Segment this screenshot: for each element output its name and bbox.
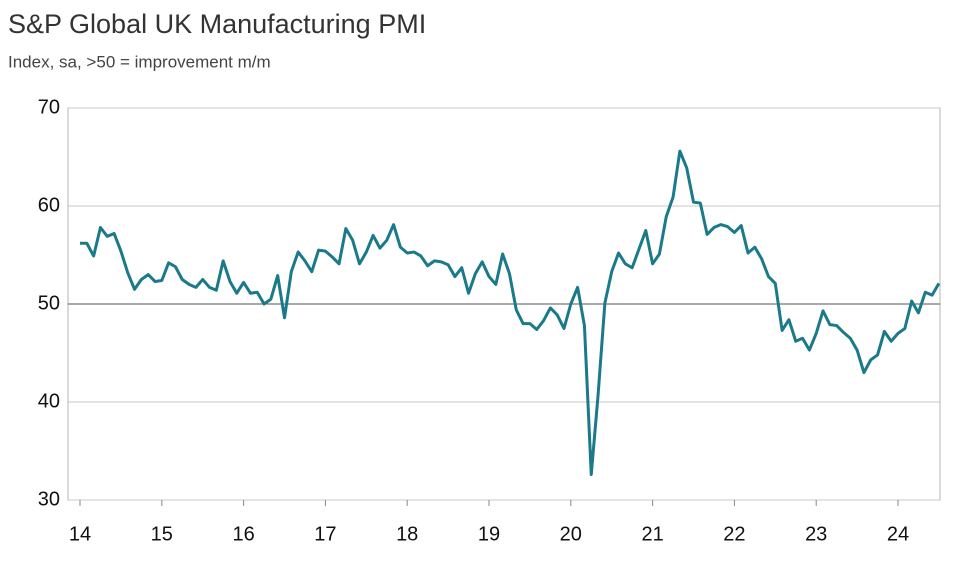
x-tick-label: 14: [69, 523, 91, 545]
y-tick-label: 70: [38, 96, 60, 118]
x-tick-label: 15: [151, 523, 173, 545]
y-tick-label: 40: [38, 390, 60, 412]
y-tick-label: 60: [38, 194, 60, 216]
y-tick-label: 50: [38, 292, 60, 314]
x-tick-label: 19: [478, 523, 500, 545]
x-tick-label: 21: [641, 523, 663, 545]
x-tick-label: 20: [560, 523, 582, 545]
x-tick-label: 18: [396, 523, 418, 545]
x-tick-label: 16: [232, 523, 254, 545]
x-tick-label: 24: [887, 523, 909, 545]
x-tick-label: 17: [314, 523, 336, 545]
chart-title: S&P Global UK Manufacturing PMI: [8, 9, 426, 39]
x-tick-label: 22: [723, 523, 745, 545]
chart-subtitle: Index, sa, >50 = improvement m/m: [8, 52, 271, 71]
x-tick-label: 23: [805, 523, 827, 545]
y-tick-label: 30: [38, 488, 60, 510]
series-line: [80, 149, 941, 477]
